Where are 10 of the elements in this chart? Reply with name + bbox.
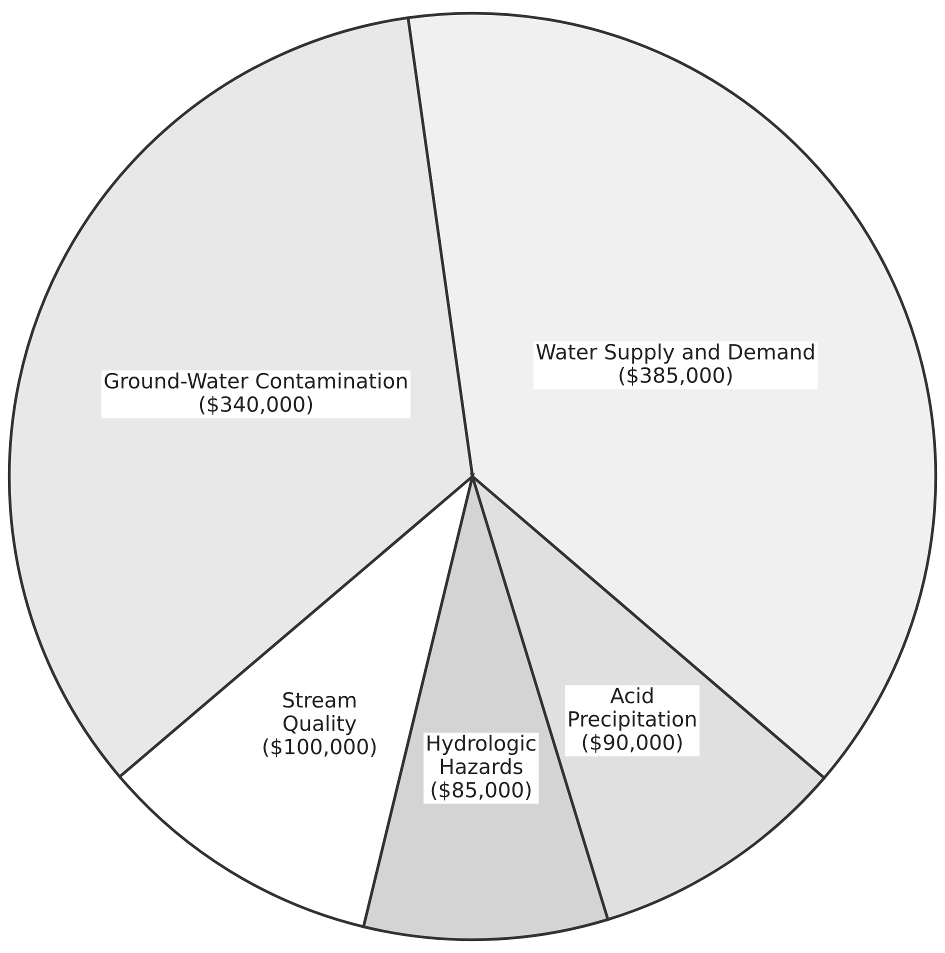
data-label: ($90,000) bbox=[582, 734, 682, 753]
data-label: ($100,000) bbox=[264, 738, 376, 758]
data-label: ($85,000) bbox=[432, 781, 531, 800]
slice-label: Hydrologic Hazards bbox=[428, 734, 536, 774]
slice-label: Stream Quality bbox=[283, 692, 356, 736]
slice-label: Ground-Water Contamination bbox=[104, 372, 407, 389]
data-label: ($385,000) bbox=[620, 366, 732, 386]
slice-label: Water Supply and Demand bbox=[536, 344, 814, 364]
data-label: ($340,000) bbox=[200, 396, 312, 415]
slice-label: Acid Precipitation bbox=[569, 687, 696, 731]
